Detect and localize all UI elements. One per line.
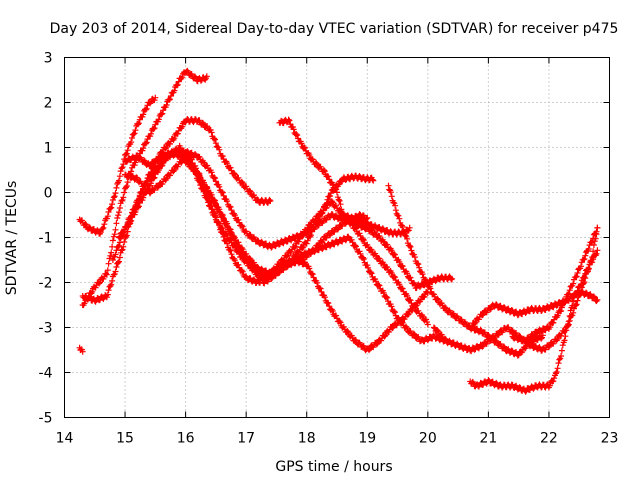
y-tick-label: 0	[44, 186, 53, 202]
x-tick-label: 14	[56, 431, 74, 447]
y-tick-label: -1	[39, 231, 53, 247]
marker-points	[122, 154, 413, 286]
series-track-h	[276, 116, 431, 328]
series-track-j	[182, 148, 456, 292]
x-tick-label: 20	[419, 431, 437, 447]
series-track-c	[109, 116, 274, 263]
series-track-e	[122, 154, 413, 286]
x-tick-label: 21	[479, 431, 497, 447]
y-axis-label: SDTVAR / TECUs	[4, 181, 20, 296]
grid	[64, 57, 610, 418]
series-track-o	[509, 224, 601, 345]
data-markers	[76, 67, 601, 395]
marker-points	[467, 287, 601, 332]
x-tick-label: 23	[601, 431, 619, 447]
marker-points	[76, 344, 86, 355]
y-tick-label: -4	[39, 366, 53, 382]
y-tick-label: 2	[44, 96, 53, 112]
marker-points	[182, 148, 456, 292]
y-tick-label: -3	[39, 321, 53, 337]
x-tick-label: 22	[540, 431, 558, 447]
y-tick-label: -2	[39, 276, 53, 292]
x-tick-label: 18	[298, 431, 316, 447]
x-tick-label: 19	[358, 431, 376, 447]
x-tick-label: 17	[237, 431, 255, 447]
marker-points	[467, 247, 601, 395]
y-tick-label: 1	[44, 141, 53, 157]
chart-title: Day 203 of 2014, Sidereal Day-to-day VTE…	[50, 21, 619, 37]
x-axis-label: GPS time / hours	[275, 459, 392, 475]
series-track-a	[76, 94, 159, 237]
marker-points	[276, 116, 431, 328]
marker-points	[76, 94, 159, 237]
x-tick-label: 15	[116, 431, 134, 447]
y-tick-label: 3	[44, 51, 53, 67]
x-tick-label: 16	[177, 431, 195, 447]
series-track-n	[467, 247, 601, 395]
y-tick-label: -5	[39, 411, 53, 427]
series-track-m	[467, 287, 601, 332]
marker-points	[109, 116, 274, 263]
series-track-p	[76, 344, 86, 355]
marker-points	[509, 224, 601, 345]
